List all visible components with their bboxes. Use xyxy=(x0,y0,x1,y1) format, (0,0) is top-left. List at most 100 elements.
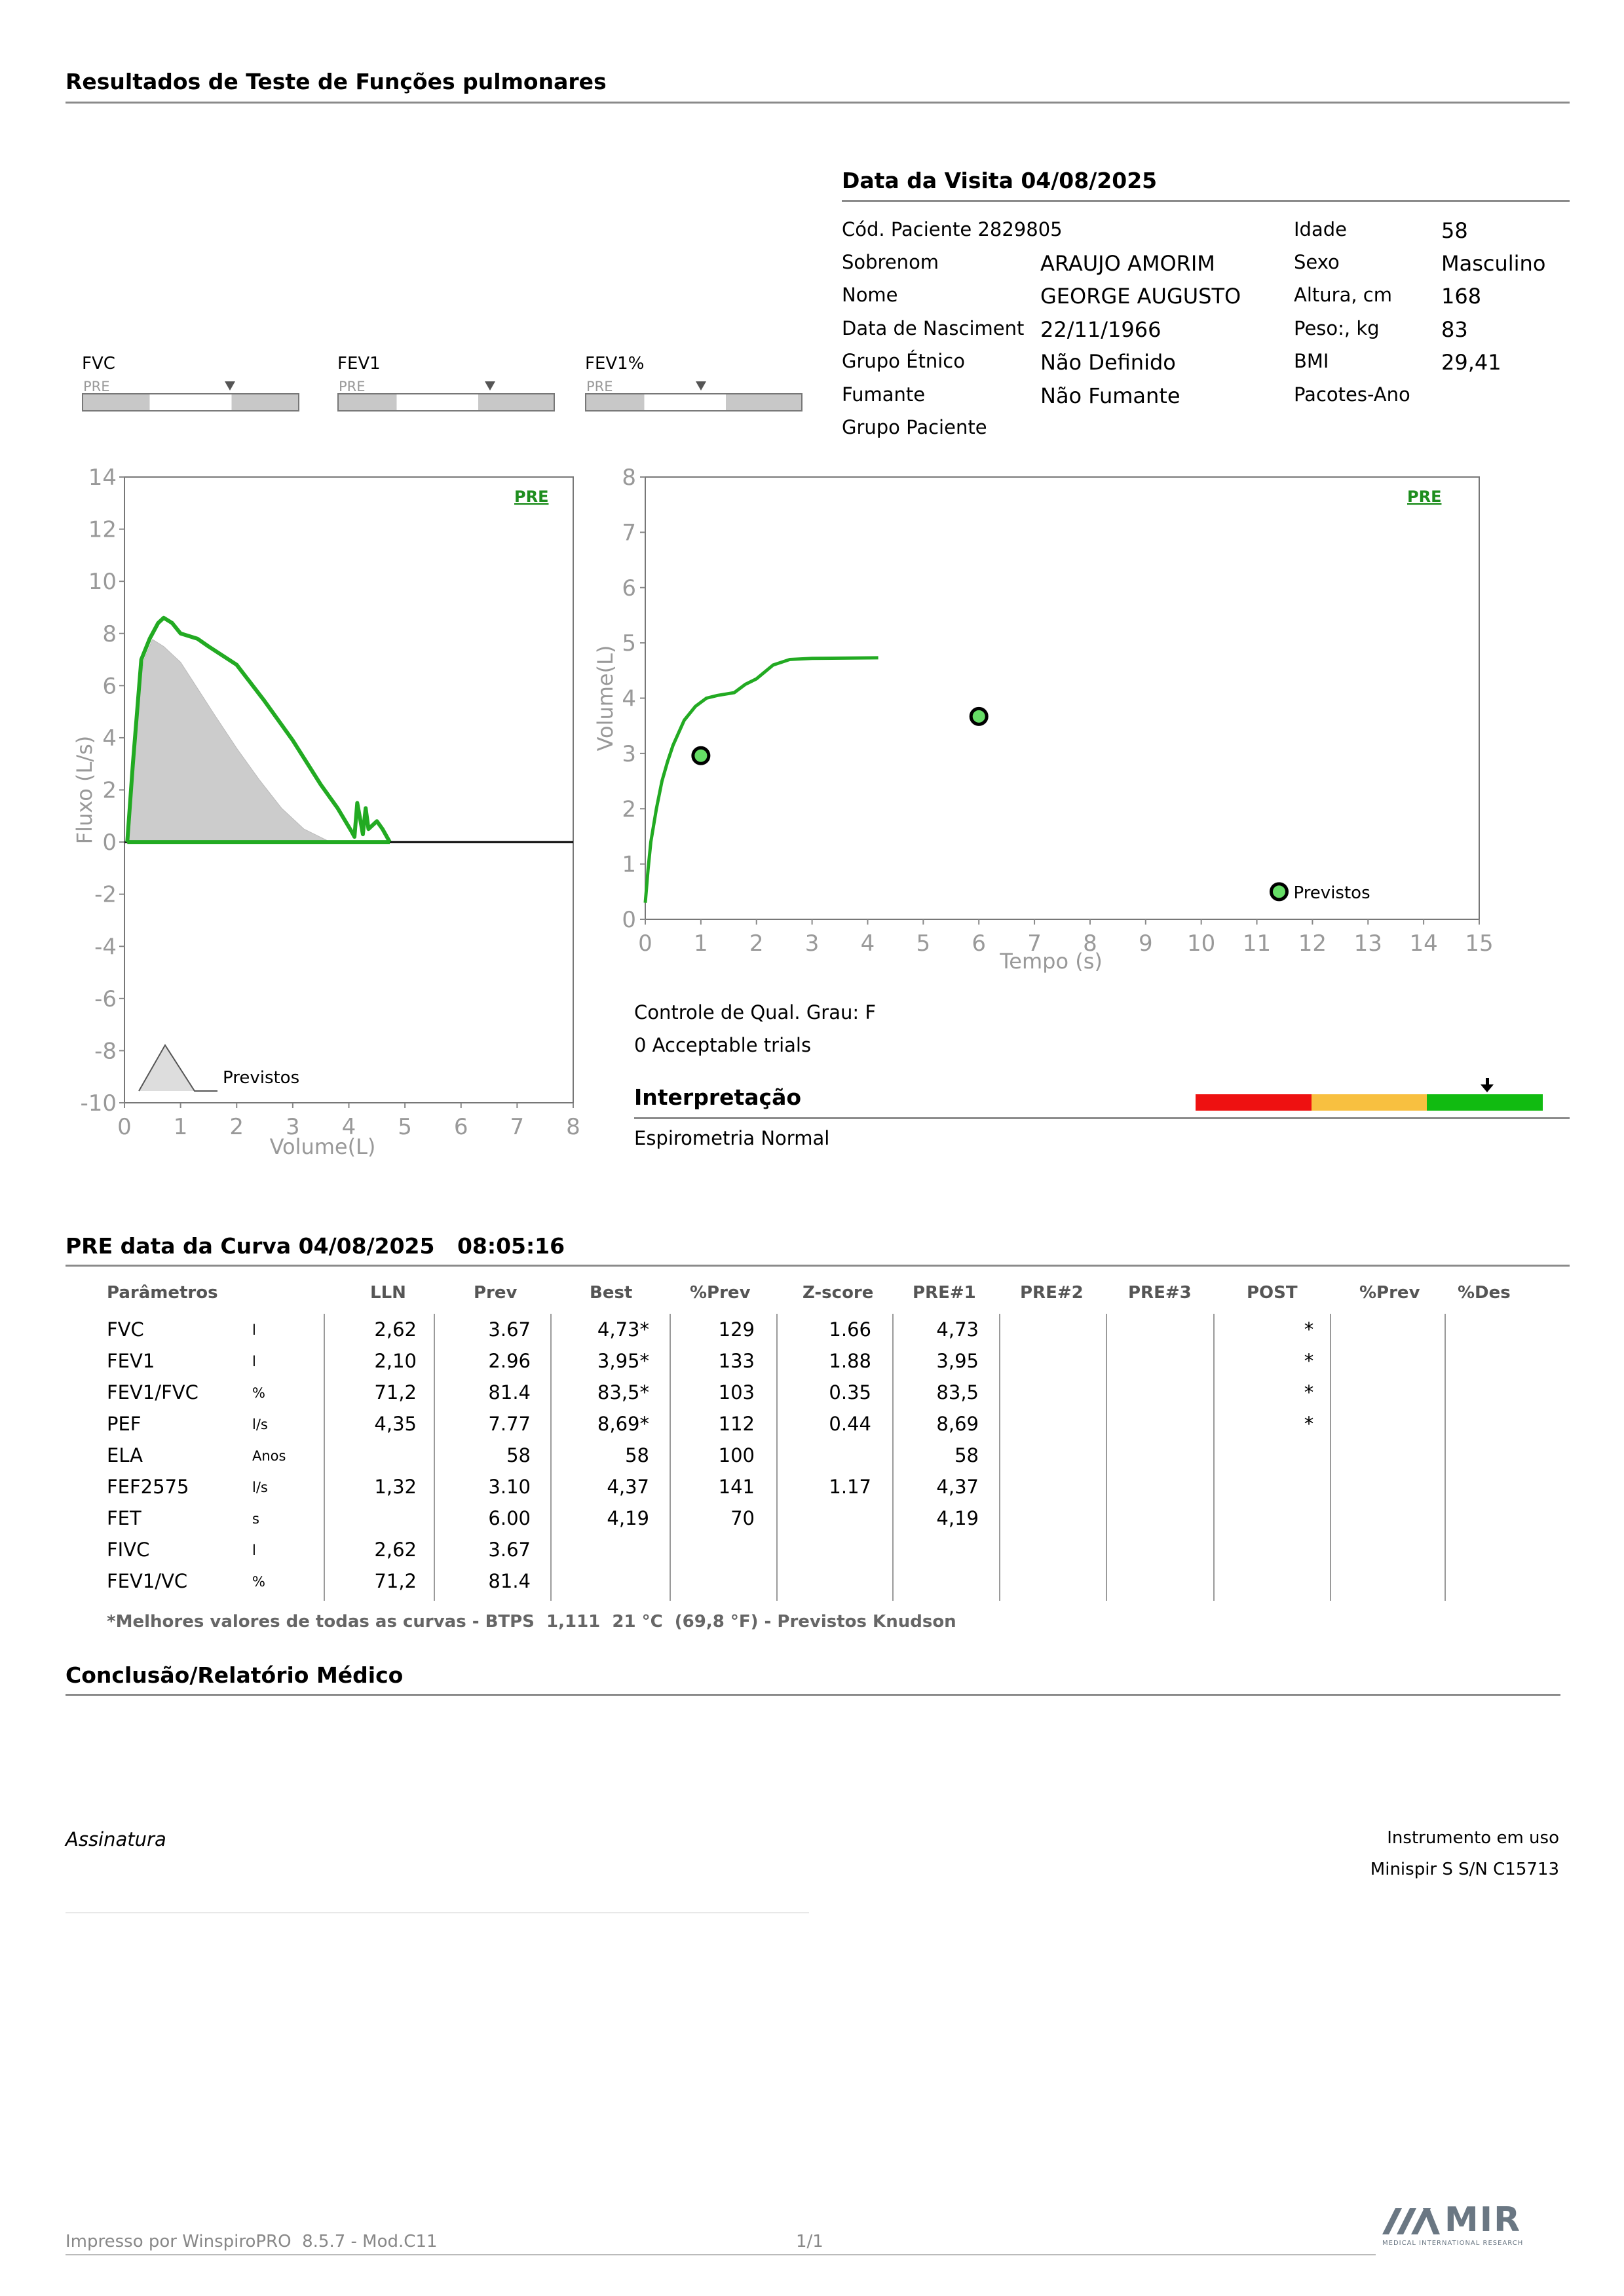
mini-bar-label: FEV1% xyxy=(585,354,645,373)
cell-unit: s xyxy=(252,1511,259,1527)
measured-volume-curve xyxy=(643,656,878,903)
surname-value: ARAUJO AMORIM xyxy=(1040,251,1215,276)
y-axis-label: Fluxo (L/s) xyxy=(72,736,97,845)
quality-grade: Controle de Qual. Grau: F xyxy=(634,1001,877,1024)
mini-bar-tag: PRE xyxy=(339,379,366,394)
cell-best: 4,73* xyxy=(597,1318,649,1341)
y-tick-label: 2 xyxy=(102,778,117,804)
sex-value: Masculino xyxy=(1441,251,1546,276)
y-tick-label: 7 xyxy=(622,520,636,546)
cell-best: 4,37 xyxy=(607,1476,649,1498)
predicted-point xyxy=(969,706,989,726)
y-tick-label: 8 xyxy=(622,465,636,491)
x-tick-label: 1 xyxy=(174,1114,188,1140)
x-tick-label: 6 xyxy=(454,1114,468,1140)
conclusion-divider xyxy=(66,1694,1560,1696)
cell-prev: 58 xyxy=(506,1444,531,1466)
birth-label: Data de Nasciment xyxy=(842,317,1025,339)
mini-bar-marker-icon xyxy=(696,381,707,391)
col-header-pdes: %Des xyxy=(1458,1283,1511,1303)
instrument-label: Instrumento em uso xyxy=(1387,1828,1559,1848)
y-tick-label: 6 xyxy=(622,575,636,602)
cell-zscore: 1.66 xyxy=(829,1318,871,1341)
mini-bar-fev1pct: FEV1% PRE xyxy=(585,354,803,413)
predicted-flow-area xyxy=(126,639,331,843)
height-label: Altura, cm xyxy=(1294,284,1392,306)
cell-post: * xyxy=(1304,1350,1314,1372)
cell-zscore: 0.35 xyxy=(829,1381,871,1404)
y-axis-label: Volume(L) xyxy=(593,645,618,752)
cell-pre1: 8,69 xyxy=(936,1413,979,1435)
mir-logo-mark-icon xyxy=(1382,2208,1440,2234)
cell-zscore: 1.17 xyxy=(829,1476,871,1498)
cell-unit: % xyxy=(252,1385,265,1401)
report-title: Resultados de Teste de Funções pulmonare… xyxy=(66,69,607,94)
cell-lln: 1,32 xyxy=(374,1476,417,1498)
name-value: GEORGE AUGUSTO xyxy=(1040,284,1241,309)
x-axis-label: Tempo (s) xyxy=(999,949,1103,974)
mini-bar-tag: PRE xyxy=(83,379,110,394)
y-tick-label: -8 xyxy=(94,1038,117,1064)
y-tick-label: 1 xyxy=(622,852,636,878)
mir-logo-subtitle: MEDICAL INTERNATIONAL RESEARCH xyxy=(1382,2240,1524,2247)
y-tick-label: -6 xyxy=(94,986,117,1012)
cell-unit: % xyxy=(252,1574,265,1590)
cell-prev: 7.77 xyxy=(488,1413,531,1435)
y-tick-label: 12 xyxy=(88,517,117,543)
packs-label: Pacotes-Ano xyxy=(1294,383,1410,406)
cell-post: * xyxy=(1304,1318,1314,1341)
mini-bar-label: FEV1 xyxy=(337,354,381,373)
cell-param: FEF2575 xyxy=(107,1476,189,1498)
cell-zscore: 0.44 xyxy=(829,1413,871,1435)
bmi-value: 29,41 xyxy=(1441,350,1501,375)
footer-line xyxy=(66,2254,1376,2255)
col-header-pre1: PRE#1 xyxy=(913,1283,976,1303)
x-tick-label: 1 xyxy=(694,930,708,957)
ethnic-label: Grupo Étnico xyxy=(842,350,965,372)
cell-param: FIVC xyxy=(107,1539,150,1561)
y-tick-label: 3 xyxy=(622,741,636,767)
mini-bar-track xyxy=(337,393,555,411)
cell-prev: 2.96 xyxy=(488,1350,531,1372)
visit-divider xyxy=(842,200,1570,202)
cell-param: FEV1 xyxy=(107,1350,155,1372)
cell-zscore: 1.88 xyxy=(829,1350,871,1372)
cell-pprev: 100 xyxy=(718,1444,755,1466)
y-tick-label: 5 xyxy=(622,630,636,657)
col-separator xyxy=(999,1314,1000,1601)
y-tick-label: 10 xyxy=(88,569,117,595)
cell-pre1: 4,37 xyxy=(936,1476,979,1498)
cell-lln: 71,2 xyxy=(374,1381,417,1404)
cell-unit: l/s xyxy=(252,1480,268,1495)
cell-param: ELA xyxy=(107,1444,143,1466)
x-axis-label: Volume(L) xyxy=(270,1134,376,1159)
printed-by: Impresso por WinspiroPRO 8.5.7 - Mod.C11 xyxy=(66,2232,438,2251)
height-value: 168 xyxy=(1441,284,1482,309)
instrument-value: Minispir S S/N C15713 xyxy=(1370,1860,1559,1879)
cell-param: PEF xyxy=(107,1413,142,1435)
cell-unit: l/s xyxy=(252,1417,268,1432)
legend-label: Previstos xyxy=(223,1068,299,1088)
cell-param: FEV1/FVC xyxy=(107,1381,198,1404)
cell-prev: 6.00 xyxy=(488,1507,531,1529)
col-header-zscore: Z-score xyxy=(803,1283,874,1303)
cell-pprev: 103 xyxy=(718,1381,755,1404)
cell-pprev: 112 xyxy=(718,1413,755,1435)
x-tick-label: 5 xyxy=(398,1114,412,1140)
col-separator xyxy=(1330,1314,1331,1601)
x-tick-label: 3 xyxy=(805,930,820,957)
col-header-post-pprev: %Prev xyxy=(1359,1283,1420,1303)
cell-unit: l xyxy=(252,1322,256,1338)
col-separator xyxy=(434,1314,435,1601)
y-tick-label: 14 xyxy=(88,465,117,491)
x-tick-label: 0 xyxy=(117,1114,132,1140)
cell-post: * xyxy=(1304,1381,1314,1404)
y-tick-label: 2 xyxy=(622,796,636,822)
title-divider xyxy=(66,102,1570,104)
col-header-param: Parâmetros xyxy=(107,1283,218,1303)
signature-label: Assinatura xyxy=(66,1828,166,1850)
x-tick-label: 3 xyxy=(286,1114,300,1140)
mini-bar-marker-icon xyxy=(225,381,236,391)
x-tick-label: 5 xyxy=(916,930,931,957)
interpretation-scale xyxy=(1196,1094,1543,1111)
